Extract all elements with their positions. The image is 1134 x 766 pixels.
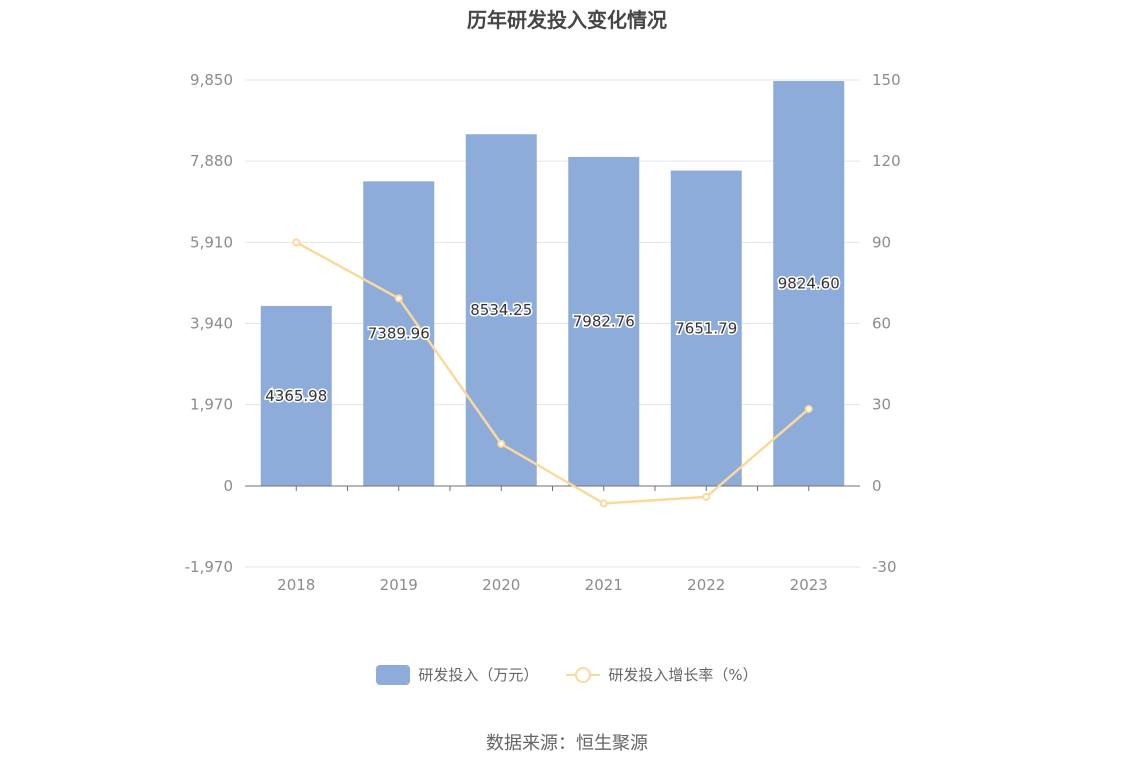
chart-title: 历年研发投入变化情况: [467, 8, 667, 32]
x-tick-label: 2019: [380, 576, 418, 594]
y-right-tick-label: 30: [872, 396, 891, 414]
y-right-tick-label: 0: [872, 477, 882, 495]
y-right-tick-label: 120: [872, 152, 901, 170]
bar-value-label: 7982.76: [573, 312, 635, 330]
bar: [773, 81, 845, 487]
y-left-tick-label: 1,970: [190, 396, 233, 414]
bar-value-label: 8534.25: [470, 301, 532, 319]
x-tick-label: 2021: [585, 576, 623, 594]
growth-rate-line: [295, 241, 810, 505]
legend-bar-swatch: [376, 664, 411, 685]
bar-value-label: 7651.79: [675, 319, 737, 337]
line-point: [292, 238, 301, 247]
y-right-tick-label: 60: [872, 315, 891, 333]
x-tick-label: 2020: [482, 576, 520, 594]
line-point: [394, 294, 403, 303]
data-labels: 4365.98 7389.96 8534.25 7982.76 7651.79 9824.…: [264, 273, 842, 406]
y-right-tick-label: 150: [872, 71, 901, 89]
y-left-tick-label: -1,970: [185, 558, 233, 576]
x-tick-label: 2023: [790, 576, 828, 594]
bar-value-label: 4365.98: [265, 387, 327, 405]
bar: [465, 134, 537, 486]
bar-value-label: 7389.96: [368, 325, 430, 343]
y-right-tick-label: 90: [872, 233, 891, 251]
y-left-tick-label: 9,850: [190, 71, 233, 89]
line-series: [292, 238, 813, 508]
grid-lines: [245, 79, 860, 568]
bar-value-label: 9824.60: [778, 275, 840, 293]
line-point: [497, 439, 506, 448]
y-left-tick-label: 3,940: [190, 315, 233, 333]
x-tick-label: 2022: [687, 576, 725, 594]
bar: [670, 170, 742, 487]
legend-line-swatch: [566, 665, 601, 685]
legend-line-label: 研发投入增长率（%）: [608, 666, 758, 684]
legend-item-line[interactable]: 研发投入增长率（%）: [566, 664, 758, 685]
source-note: 数据来源：恒生聚源: [486, 733, 648, 754]
x-tick-label: 2018: [277, 576, 315, 594]
y-left-tick-label: 5,910: [190, 233, 233, 251]
legend-bar-label: 研发投入（万元）: [418, 666, 539, 684]
bar: [568, 156, 640, 487]
line-point: [804, 404, 813, 413]
line-point: [702, 492, 711, 501]
legend: 研发投入（万元） 研发投入增长率（%）: [0, 664, 1134, 685]
line-point: [599, 499, 608, 508]
y-right-tick-label: -30: [872, 558, 897, 576]
legend-item-bar[interactable]: 研发投入（万元）: [376, 664, 538, 685]
y-left-tick-label: 0: [223, 477, 233, 495]
axes: 9,850 150 7,880 120 5,910 90 3,940 60 1,970 30 0 0 -…: [185, 71, 901, 594]
y-left-tick-label: 7,880: [190, 152, 233, 170]
bar-series: [260, 81, 845, 487]
bar: [260, 305, 332, 486]
